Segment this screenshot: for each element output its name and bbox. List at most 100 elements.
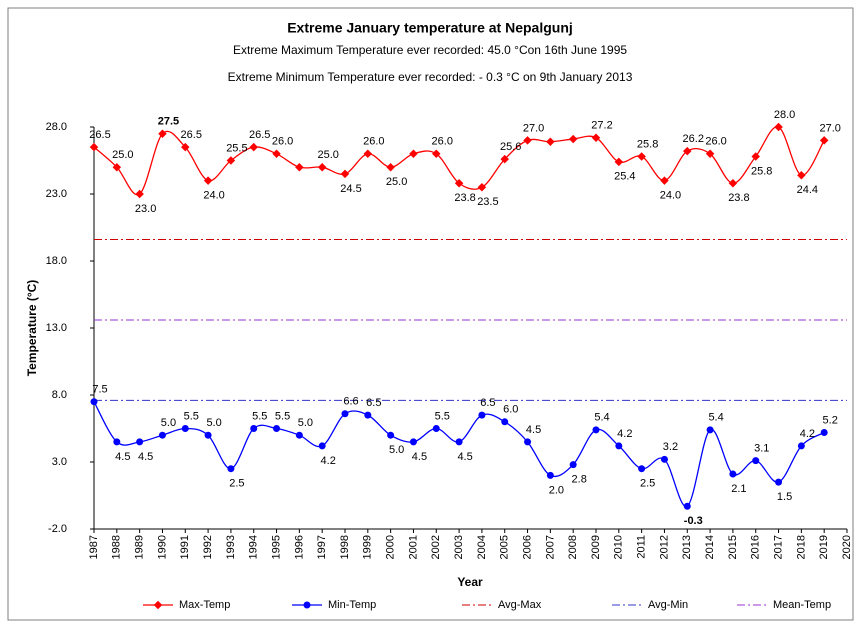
x-tick-label: 2015 bbox=[727, 535, 739, 559]
marker bbox=[341, 410, 349, 418]
data-label: 28.0 bbox=[774, 109, 795, 121]
data-label: 23.0 bbox=[135, 203, 156, 215]
data-label: 4.5 bbox=[457, 451, 472, 463]
marker bbox=[249, 142, 258, 152]
data-label: 2.1 bbox=[731, 483, 746, 495]
data-label: 25.6 bbox=[500, 141, 521, 153]
data-label: 5.4 bbox=[594, 412, 609, 424]
data-label: 6.0 bbox=[503, 404, 518, 416]
marker bbox=[181, 425, 189, 432]
data-label: 24.5 bbox=[340, 183, 361, 195]
legend-label: Max-Temp bbox=[179, 599, 230, 611]
data-label: 27.2 bbox=[591, 120, 612, 132]
marker bbox=[226, 156, 236, 165]
data-label: 26.0 bbox=[272, 136, 293, 148]
data-label: 25.5 bbox=[226, 142, 247, 154]
chart-frame bbox=[7, 7, 854, 621]
marker bbox=[500, 154, 509, 164]
data-label: 5.5 bbox=[435, 410, 450, 422]
marker bbox=[660, 455, 668, 463]
x-tick-label: 2006 bbox=[521, 535, 533, 559]
x-tick-label: 1989 bbox=[134, 535, 146, 559]
x-tick-label: 1993 bbox=[225, 535, 237, 559]
marker bbox=[318, 442, 326, 450]
marker bbox=[227, 465, 235, 473]
marker bbox=[386, 162, 395, 172]
x-tick-label: 2003 bbox=[453, 535, 465, 559]
data-label: 1.5 bbox=[777, 491, 792, 503]
marker bbox=[797, 442, 805, 450]
marker bbox=[90, 398, 98, 406]
marker bbox=[638, 465, 646, 473]
x-tick-label: 2004 bbox=[476, 535, 488, 559]
marker bbox=[340, 169, 350, 179]
x-tick-label: 2009 bbox=[590, 535, 602, 559]
marker bbox=[158, 431, 166, 439]
legend-marker bbox=[303, 601, 311, 609]
marker bbox=[432, 425, 440, 432]
x-tick-label: 1998 bbox=[339, 535, 351, 559]
y-tick-label: 13.0 bbox=[46, 322, 67, 334]
x-tick-label: 1990 bbox=[156, 535, 168, 559]
marker bbox=[775, 478, 783, 486]
y-tick-label: 8.0 bbox=[52, 389, 67, 401]
x-tick-label: 1995 bbox=[270, 535, 282, 559]
data-label: 27.0 bbox=[819, 122, 840, 134]
marker bbox=[454, 179, 464, 188]
data-label: 4.5 bbox=[412, 451, 427, 463]
x-tick-label: 1996 bbox=[293, 535, 305, 559]
x-axis-title: Year bbox=[457, 575, 483, 589]
data-label: 4.2 bbox=[617, 428, 632, 440]
marker bbox=[546, 471, 554, 479]
x-tick-label: 2008 bbox=[567, 535, 579, 559]
data-label: 26.5 bbox=[89, 129, 110, 141]
marker bbox=[181, 142, 190, 152]
data-label: 25.0 bbox=[112, 149, 133, 161]
legend-label: Mean-Temp bbox=[773, 599, 831, 611]
data-label: 5.0 bbox=[298, 417, 313, 429]
marker bbox=[250, 425, 258, 432]
marker bbox=[820, 429, 828, 437]
y-tick-label: 18.0 bbox=[46, 255, 67, 267]
marker bbox=[729, 470, 737, 478]
data-label: 5.0 bbox=[161, 417, 176, 429]
data-label: 23.8 bbox=[454, 192, 475, 204]
subtitle: Extreme Minimum Temperature ever recorde… bbox=[228, 70, 633, 84]
y-tick-label: 23.0 bbox=[46, 188, 67, 200]
x-tick-label: 1994 bbox=[248, 535, 260, 559]
data-label: 27.0 bbox=[523, 122, 544, 134]
data-label: 25.0 bbox=[317, 149, 338, 161]
data-label: 4.5 bbox=[526, 424, 541, 436]
data-label: 24.0 bbox=[660, 190, 681, 202]
x-tick-label: 2007 bbox=[544, 535, 556, 559]
marker bbox=[317, 162, 327, 172]
data-label: 3.1 bbox=[754, 443, 769, 455]
marker bbox=[112, 162, 122, 172]
marker bbox=[615, 442, 623, 450]
x-tick-label: 1999 bbox=[362, 535, 374, 559]
x-tick-label: 2013 bbox=[681, 535, 693, 559]
marker bbox=[135, 189, 144, 199]
y-tick-label: 28.0 bbox=[46, 121, 67, 133]
data-label: 6.5 bbox=[480, 397, 495, 409]
marker bbox=[501, 418, 509, 426]
marker bbox=[477, 183, 487, 192]
data-label: 24.4 bbox=[797, 184, 818, 196]
x-tick-label: 2000 bbox=[385, 535, 397, 559]
marker bbox=[706, 426, 714, 434]
x-tick-label: 2016 bbox=[750, 535, 762, 559]
data-label: 26.5 bbox=[249, 129, 270, 141]
marker bbox=[387, 431, 395, 439]
marker bbox=[683, 502, 691, 510]
x-tick-label: 2017 bbox=[772, 535, 784, 559]
marker bbox=[592, 426, 600, 434]
data-label: 4.5 bbox=[138, 451, 153, 463]
data-label: 23.8 bbox=[728, 192, 749, 204]
marker bbox=[409, 149, 418, 159]
legend-label: Avg-Max bbox=[498, 599, 542, 611]
data-label: 27.5 bbox=[158, 116, 179, 128]
data-label: 7.5 bbox=[92, 384, 107, 396]
x-tick-label: 1988 bbox=[111, 535, 123, 559]
data-label: 5.5 bbox=[275, 410, 290, 422]
